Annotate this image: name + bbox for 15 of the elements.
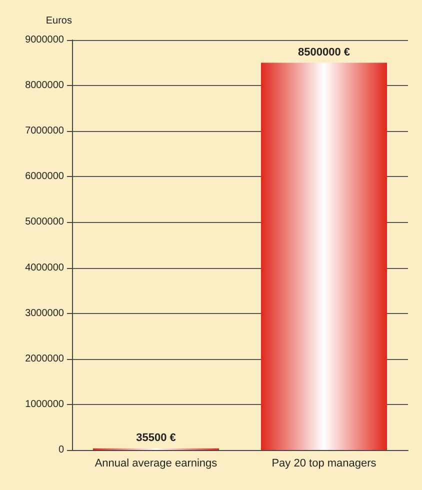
- y-tick-label: 9000000: [25, 34, 64, 46]
- x-tick-label: Pay 20 top managers: [272, 458, 377, 470]
- y-tick-label: 8000000: [25, 80, 64, 92]
- y-tick-label: 4000000: [25, 262, 64, 274]
- y-tick-label: 5000000: [25, 216, 64, 228]
- y-tick-label: 6000000: [25, 171, 64, 182]
- y-tick-label: 7000000: [25, 126, 64, 137]
- y-tick-label: 1000000: [25, 398, 64, 410]
- y-tick-label: 3000000: [25, 308, 64, 319]
- data-label: 8500000 €: [298, 46, 350, 58]
- y-tick-label: 2000000: [25, 353, 64, 364]
- y-axis-title: Euros: [46, 16, 72, 26]
- x-tick-label: Annual average earnings: [94, 458, 218, 470]
- y-tick-label: 0: [58, 444, 64, 456]
- data-label: 35500 €: [136, 432, 176, 444]
